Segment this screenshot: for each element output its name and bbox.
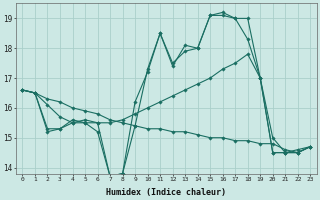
X-axis label: Humidex (Indice chaleur): Humidex (Indice chaleur): [106, 188, 226, 197]
